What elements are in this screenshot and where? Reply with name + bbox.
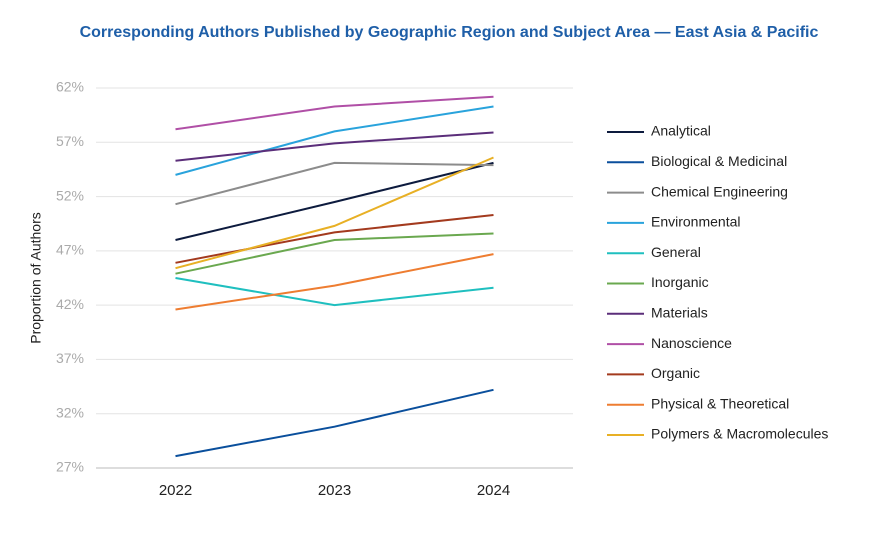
series-line xyxy=(175,253,494,311)
y-tick-label: 27% xyxy=(56,459,84,475)
series-line xyxy=(175,105,494,176)
legend-label: Chemical Engineering xyxy=(651,183,788,199)
legend-label: Environmental xyxy=(651,214,741,230)
legend-label: Polymers & Macromolecules xyxy=(651,426,828,442)
y-tick-label: 32% xyxy=(56,404,84,420)
y-tick-label: 57% xyxy=(56,133,84,149)
legend-label: Nanoscience xyxy=(651,335,732,351)
legend-label: Inorganic xyxy=(651,274,709,290)
y-tick-label: 52% xyxy=(56,187,84,203)
y-tick-label: 37% xyxy=(56,350,84,366)
y-tick-label: 62% xyxy=(56,79,84,95)
x-tick-label: 2024 xyxy=(477,482,510,499)
y-tick-label: 42% xyxy=(56,296,84,312)
series-line xyxy=(175,156,494,270)
legend-label: Materials xyxy=(651,305,708,321)
legend-label: Physical & Theoretical xyxy=(651,395,789,411)
series-line xyxy=(175,232,494,275)
series-line xyxy=(175,388,494,458)
x-tick-label: 2022 xyxy=(159,482,192,499)
legend-label: Organic xyxy=(651,365,700,381)
series-line xyxy=(175,95,494,131)
x-tick-label: 2023 xyxy=(318,482,351,499)
legend-label: Analytical xyxy=(651,123,711,139)
y-tick-label: 47% xyxy=(56,242,84,258)
series-line xyxy=(175,131,494,162)
series-line xyxy=(175,161,494,206)
legend-label: General xyxy=(651,244,701,260)
series-line xyxy=(175,214,494,264)
series-line xyxy=(175,161,494,241)
y-axis-label: Proportion of Authors xyxy=(28,212,44,344)
series-line xyxy=(175,277,494,307)
chart-title: Corresponding Authors Published by Geogr… xyxy=(80,24,819,41)
legend-label: Biological & Medicinal xyxy=(651,153,787,169)
